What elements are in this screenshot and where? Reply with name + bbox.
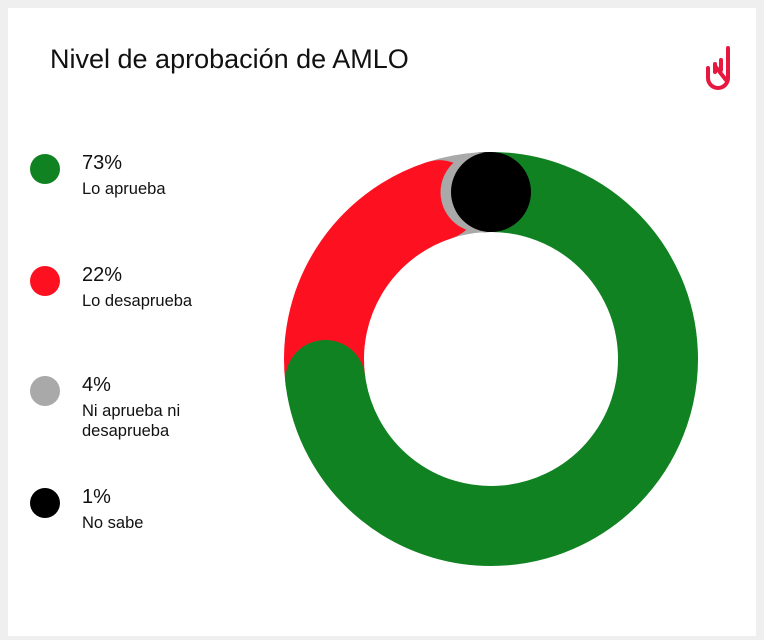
legend-value: 22% [82,264,123,286]
legend-label: No sabe [82,514,144,532]
donut-segment-cap-3 [451,152,531,232]
legend-swatch [30,266,60,296]
raised-hand-logo-icon [706,46,730,90]
donut-segment-cap-0 [285,339,366,420]
donut-segment-0 [285,152,698,566]
legend-swatch [30,376,60,406]
legend-value: 1% [82,486,111,508]
legend-value: 73% [82,152,123,174]
legend-label: Lo desaprueba [82,292,193,310]
chart-title: Nivel de aprobación de AMLO [50,44,409,74]
legend-value: 4% [82,374,111,396]
legend-label: Lo aprueba [82,180,166,198]
legend-label: Ni aprueba ni desaprueba [82,402,181,440]
legend-swatch [30,488,60,518]
legend-swatch [30,154,60,184]
